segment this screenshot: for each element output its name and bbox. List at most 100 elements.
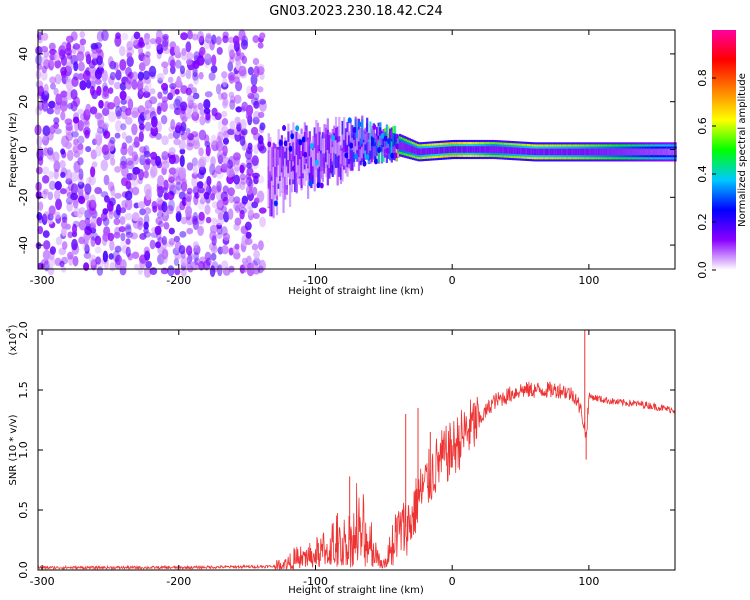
heatmap-noise-cell — [118, 45, 126, 57]
snr-y-axis-title: SNR (10 * v/v) — [8, 414, 19, 485]
heatmap-ridge-cell — [341, 134, 344, 148]
heatmap-noise-cell — [121, 131, 127, 140]
heatmap-noise-cell — [83, 262, 90, 271]
heatmap-ridge-cell — [269, 152, 272, 172]
heatmap-noise-cell — [142, 54, 151, 67]
heatmap-scatter-cell — [319, 182, 324, 189]
snr-x-tick-label: -100 — [303, 575, 328, 588]
heatmap-ridge-cell — [369, 121, 372, 146]
heatmap-noise-cell — [211, 54, 217, 67]
heatmap-ridge-cell — [267, 166, 270, 209]
heatmap-ridge-cell — [520, 147, 523, 155]
heatmap-noise-cell — [125, 95, 132, 105]
heatmap-noise-cell — [186, 254, 193, 265]
heatmap-noise-cell — [94, 235, 102, 246]
heatmap-ridge-cell — [297, 141, 300, 171]
snr-x-tick-label: 100 — [578, 575, 599, 588]
heatmap-ridge-cell — [451, 146, 454, 153]
heatmap-noise-cell — [185, 41, 192, 53]
heatmap-x-ticks: -300 -200 -100 0 100 — [30, 30, 599, 287]
heatmap-noise-cell — [175, 181, 182, 191]
heatmap-noise-cell — [139, 146, 147, 153]
heatmap-cells — [34, 29, 677, 278]
heatmap-ridge-cell — [288, 160, 292, 180]
heatmap-noise-cell — [208, 72, 216, 81]
heatmap-ridge-cell — [631, 148, 635, 156]
heatmap-ridge-cell — [300, 148, 303, 189]
heatmap-ridge-cell — [656, 148, 659, 156]
heatmap-noise-cell — [234, 116, 241, 125]
heatmap-ridge-cell — [395, 134, 398, 143]
heatmap-noise-cell — [192, 211, 198, 222]
snr-y-tick-label: 2.0 — [17, 321, 30, 339]
heatmap-noise-cell — [70, 192, 79, 201]
heatmap-noise-cell — [109, 71, 116, 81]
heatmap-noise-cell — [191, 131, 199, 138]
heatmap-noise-cell — [178, 191, 186, 200]
heatmap-ridge-cell — [430, 147, 433, 155]
heatmap-ridge-cell — [338, 141, 341, 156]
heatmap-noise-cell — [72, 116, 80, 124]
heatmap-ridge-cell — [356, 142, 359, 162]
heatmap-noise-cell — [36, 211, 43, 221]
heatmap-noise-cell — [242, 260, 248, 273]
heatmap-noise-cell — [250, 97, 259, 106]
heatmap-noise-cell — [229, 99, 236, 110]
heatmap-noise-cell — [96, 216, 102, 227]
heatmap-ridge-cell — [377, 125, 380, 136]
heatmap-noise-cell — [53, 117, 60, 125]
heatmap-noise-cell — [42, 125, 51, 137]
heatmap-noise-cell — [174, 253, 182, 260]
heatmap-y-tick-label: 0 — [17, 146, 30, 153]
heatmap-noise-cell — [246, 162, 253, 169]
snr-series-line — [37, 381, 676, 571]
heatmap-noise-cell — [178, 139, 186, 150]
heatmap-ridge-cell — [277, 165, 280, 184]
heatmap-noise-cell — [240, 39, 249, 50]
heatmap-noise-cell — [217, 264, 223, 277]
heatmap-noise-cell — [70, 54, 79, 66]
heatmap-scatter-cell — [308, 180, 313, 187]
heatmap-noise-cell — [41, 258, 50, 265]
heatmap-ridge-cell — [661, 148, 664, 156]
heatmap-noise-cell — [142, 70, 151, 80]
heatmap-noise-cell — [40, 45, 49, 53]
heatmap-ridge-cell — [434, 147, 438, 154]
heatmap-ridge-cell — [539, 148, 543, 156]
heatmap-noise-cell — [90, 216, 98, 225]
heatmap-noise-cell — [227, 128, 235, 136]
heatmap-ridge-cell — [580, 148, 584, 156]
heatmap-noise-cell — [126, 52, 133, 59]
heatmap-ridge-cell — [651, 148, 654, 156]
svg-text:(x104): (x104) — [5, 324, 19, 355]
heatmap-noise-cell — [221, 110, 228, 118]
heatmap-ridge-cell — [303, 169, 306, 187]
heatmap-noise-cell — [107, 181, 115, 192]
heatmap-noise-cell — [233, 94, 242, 104]
heatmap-ridge-cell — [418, 148, 421, 156]
heatmap-scatter-cell — [362, 160, 367, 167]
heatmap-ridge-cell — [439, 147, 443, 154]
snr-x-ticks: -300 -200 -100 0 100 — [30, 330, 599, 588]
heatmap-noise-cell — [41, 175, 50, 184]
heatmap-ridge-cell — [421, 148, 425, 155]
heatmap-ridge-cell — [379, 135, 382, 146]
heatmap-ridge-cell — [397, 145, 400, 154]
heatmap-x-tick-label: -300 — [30, 274, 55, 287]
heatmap-noise-cell — [168, 199, 175, 212]
heatmap-noise-cell — [77, 119, 84, 132]
heatmap-noise-cell — [107, 139, 115, 152]
heatmap-noise-cell — [125, 231, 134, 239]
heatmap-noise-cell — [94, 186, 103, 195]
heatmap-ridge-cell — [556, 148, 559, 156]
heatmap-noise-cell — [209, 224, 218, 234]
heatmap-noise-cell — [251, 172, 260, 179]
heatmap-noise-cell — [120, 123, 127, 131]
heatmap-noise-cell — [161, 96, 169, 103]
heatmap-noise-cell — [198, 211, 205, 221]
heatmap-noise-cell — [95, 256, 102, 265]
heatmap-noise-cell — [194, 257, 200, 266]
heatmap-noise-cell — [247, 66, 254, 76]
heatmap-noise-cell — [246, 200, 254, 210]
heatmap-noise-cell — [125, 116, 133, 125]
